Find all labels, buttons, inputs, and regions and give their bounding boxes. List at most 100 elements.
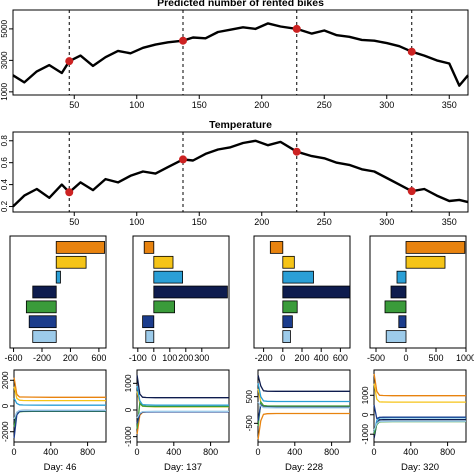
x-axis-label: Day: 228 — [285, 462, 323, 473]
contribution-bar — [55, 255, 87, 269]
contribution-bar — [282, 270, 314, 284]
x-tick-label: 500 — [428, 353, 443, 363]
x-tick-label: 400 — [403, 447, 418, 457]
highlight-point — [407, 187, 416, 196]
contribution-bar — [282, 330, 291, 343]
plot-frame — [132, 235, 230, 349]
convergence-chart-day228: 0 400 800 -500 500 Day: 228 — [245, 369, 351, 473]
bikes-line-chart: Predicted number of rented bikes 50 100 150… — [0, 0, 469, 110]
x-tick-label: 200 — [294, 353, 309, 363]
convergence-line — [13, 410, 106, 439]
convergence-line — [257, 383, 350, 403]
contribution-bar — [55, 270, 61, 284]
convergence-line — [257, 403, 350, 421]
y-tick-label: 0 — [361, 412, 370, 417]
y-tick-label: 0 — [1, 403, 10, 408]
convergence-line — [257, 400, 350, 427]
contribution-bar — [282, 255, 295, 269]
y-tick-label: 3000 — [0, 51, 9, 69]
convergence-line — [13, 409, 106, 420]
x-tick-label: 300 — [379, 100, 394, 110]
contribution-bar — [153, 285, 228, 299]
series-line — [12, 139, 469, 208]
convergence-line — [373, 418, 466, 439]
x-tick-label: -500 — [367, 353, 385, 363]
x-tick-label: 50 — [69, 100, 79, 110]
contribution-bar — [32, 285, 57, 299]
x-axis-label: Day: 46 — [44, 462, 77, 473]
y-tick-label: 0.4 — [0, 178, 9, 190]
x-tick-label: 400 — [314, 353, 329, 363]
y-tick-label: -1000 — [361, 423, 370, 444]
contribution-bar — [145, 330, 155, 343]
plot-frame — [369, 235, 467, 349]
convergence-line — [136, 410, 229, 419]
x-tick-label: 300 — [194, 353, 209, 363]
x-axis-label: Day: 137 — [164, 462, 202, 473]
x-tick-label: 250 — [317, 217, 332, 227]
contribution-bar — [282, 300, 298, 314]
contribution-bar — [390, 285, 407, 299]
convergence-line — [373, 383, 466, 403]
contribution-bar — [282, 315, 293, 329]
x-tick-label: 400 — [287, 447, 302, 457]
convergence-line — [136, 385, 229, 406]
y-tick-label: 1000 — [0, 82, 9, 100]
x-tick-label: 800 — [440, 447, 455, 457]
contribution-bar — [385, 330, 407, 343]
convergence-line — [136, 375, 229, 399]
x-axis-label: Day: 320 — [401, 462, 439, 473]
y-tick-label: 0.8 — [0, 135, 9, 147]
x-tick-label: 250 — [317, 100, 332, 110]
highlight-point — [292, 147, 301, 156]
y-tick-label: 0 — [124, 407, 133, 412]
plot-frame — [12, 131, 469, 213]
x-tick-label: 200 — [254, 100, 269, 110]
highlight-point — [179, 155, 187, 164]
x-tick-label: -200 — [255, 353, 273, 363]
x-tick-label: 800 — [80, 447, 95, 457]
x-tick-label: 200 — [63, 353, 78, 363]
x-tick-label: 50 — [69, 217, 79, 227]
contrib-bar-chart-day320: -500 0 500 1000 — [367, 235, 474, 363]
x-tick-label: 150 — [192, 100, 207, 110]
convergence-line — [136, 411, 229, 424]
convergence-line — [257, 375, 350, 392]
convergence-line — [373, 420, 466, 431]
x-tick-label: 800 — [203, 447, 218, 457]
y-tick-label: -1000 — [124, 426, 133, 447]
contribution-bar — [142, 315, 155, 329]
convergence-line — [257, 401, 350, 409]
convergence-line — [136, 410, 229, 435]
plot-frame — [13, 369, 107, 443]
x-tick-label: 150 — [192, 217, 207, 227]
plot-frame — [373, 369, 467, 443]
x-tick-label: 0 — [255, 447, 260, 457]
contribution-bar — [25, 300, 57, 314]
x-tick-label: 0 — [11, 447, 16, 457]
contrib-bar-chart-day137: -100 0 100 200 300 — [129, 235, 230, 363]
convergence-line — [13, 386, 106, 402]
y-tick-label: 2000 — [1, 371, 10, 389]
contrib-bar-chart-day46: -600 -200 200 600 — [5, 235, 107, 363]
x-tick-label: -600 — [5, 353, 23, 363]
convergence-line — [13, 410, 106, 427]
contribution-bar — [282, 285, 351, 299]
contribution-bar — [398, 315, 407, 329]
y-tick-label: 1000 — [361, 386, 370, 404]
y-tick-label: 5000 — [0, 19, 9, 37]
contribution-bar — [384, 300, 407, 314]
x-tick-label: 600 — [91, 353, 106, 363]
x-tick-label: 200 — [254, 217, 269, 227]
contribution-bar — [28, 315, 57, 329]
convergence-line — [373, 404, 466, 420]
temperature-line-chart: Temperature 50 100 150 200 250 300 350 0.2 0.4 0.6… — [0, 119, 469, 227]
contribution-bar — [396, 270, 407, 284]
highlight-point — [179, 36, 187, 45]
contribution-bar — [153, 270, 184, 284]
contribution-bar — [32, 330, 57, 343]
